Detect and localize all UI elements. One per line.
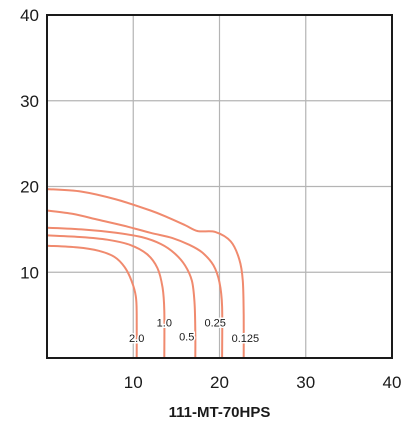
tick-labels: 10 20 30 40 10 20 30 40 xyxy=(20,6,401,392)
y-tick-label-40: 40 xyxy=(20,6,39,25)
grid xyxy=(47,15,392,358)
chart-title: 111-MT-70HPS xyxy=(169,404,271,421)
contour-label-0-25: 0.25 xyxy=(204,318,225,330)
x-tick-label-30: 30 xyxy=(296,373,315,392)
y-tick-label-20: 20 xyxy=(20,178,39,197)
contour-label-2-0: 2.0 xyxy=(129,333,144,345)
x-tick-label-40: 40 xyxy=(383,373,402,392)
contours xyxy=(46,188,245,359)
contour-1-0 xyxy=(46,234,166,359)
contour-labels: 2.0 1.0 0.5 0.25 0.125 xyxy=(128,316,261,346)
contour-label-0-5: 0.5 xyxy=(179,331,194,343)
contour-2-0 xyxy=(46,244,138,359)
x-tick-label-10: 10 xyxy=(124,373,143,392)
contour-0-125 xyxy=(46,188,245,359)
y-tick-label-30: 30 xyxy=(20,92,39,111)
contour-0-5 xyxy=(46,226,197,359)
contour-label-0-125: 0.125 xyxy=(232,333,260,345)
contour-0-25 xyxy=(46,209,224,359)
contour-label-1-0: 1.0 xyxy=(157,318,172,330)
x-tick-label-20: 20 xyxy=(210,373,229,392)
plot-frame xyxy=(46,14,393,359)
y-tick-label-10: 10 xyxy=(20,263,39,282)
